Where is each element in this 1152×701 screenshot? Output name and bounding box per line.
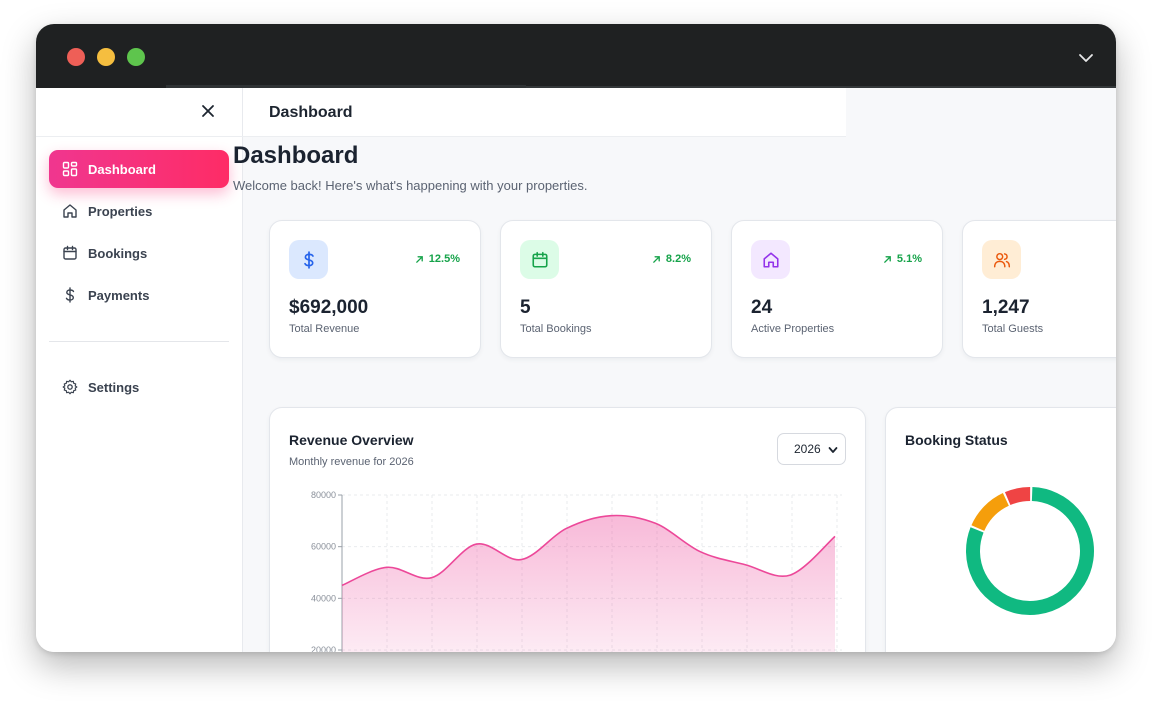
trend-badge: 8.2% [652, 253, 691, 265]
y-tick-label: 80000 [311, 490, 336, 500]
donut-segment[interactable] [1008, 494, 1030, 499]
y-tick-label: 40000 [311, 593, 336, 603]
revenue-point[interactable] [473, 541, 479, 547]
revenue-point[interactable] [698, 549, 704, 555]
revenue-point[interactable] [563, 526, 569, 532]
calendar-icon [520, 240, 559, 279]
home-icon [751, 240, 790, 279]
revenue-point[interactable] [518, 557, 524, 563]
revenue-area-chart: 80000 60000 40000 20000 [270, 408, 867, 652]
stat-card-bookings[interactable]: 8.2% 5 Total Bookings [500, 220, 712, 358]
revenue-point[interactable] [787, 572, 793, 578]
stat-value: 24 [751, 297, 772, 319]
stat-label: Total Revenue [289, 323, 359, 335]
donut-segment[interactable] [978, 499, 1006, 528]
main-content-viewport: Dashboard Welcome back! Here's what's ha… [36, 24, 1116, 652]
stat-label: Active Properties [751, 323, 834, 335]
y-tick-label: 60000 [311, 542, 336, 552]
revenue-point[interactable] [608, 513, 614, 519]
revenue-area-fill [342, 516, 835, 652]
booking-status-donut-chart [886, 408, 1116, 652]
booking-status-panel: Booking Status [885, 407, 1116, 652]
revenue-point[interactable] [832, 533, 838, 539]
trend-up-icon [415, 255, 424, 264]
revenue-overview-panel: Revenue Overview Monthly revenue for 202… [269, 407, 866, 652]
revenue-point[interactable] [429, 575, 435, 581]
stat-card-guests[interactable]: 1,247 Total Guests [962, 220, 1116, 358]
trend-badge: 12.5% [415, 253, 460, 265]
trend-up-icon [883, 255, 892, 264]
stat-card-revenue[interactable]: 12.5% $692,000 Total Revenue [269, 220, 481, 358]
page-subtitle: Welcome back! Here's what's happening wi… [233, 178, 587, 193]
stat-card-properties[interactable]: 5.1% 24 Active Properties [731, 220, 943, 358]
revenue-point[interactable] [742, 562, 748, 568]
stat-value: 1,247 [982, 297, 1030, 319]
revenue-point[interactable] [384, 564, 390, 570]
stat-label: Total Guests [982, 323, 1043, 335]
trend-badge: 5.1% [883, 253, 922, 265]
page-title: Dashboard [233, 142, 358, 170]
stat-label: Total Bookings [520, 323, 592, 335]
stat-value: 5 [520, 297, 531, 319]
revenue-point[interactable] [653, 520, 659, 526]
stat-value: $692,000 [289, 297, 368, 319]
revenue-point[interactable] [339, 582, 345, 588]
trend-up-icon [652, 255, 661, 264]
users-icon [982, 240, 1021, 279]
y-tick-label: 20000 [311, 645, 336, 652]
dollar-icon [289, 240, 328, 279]
